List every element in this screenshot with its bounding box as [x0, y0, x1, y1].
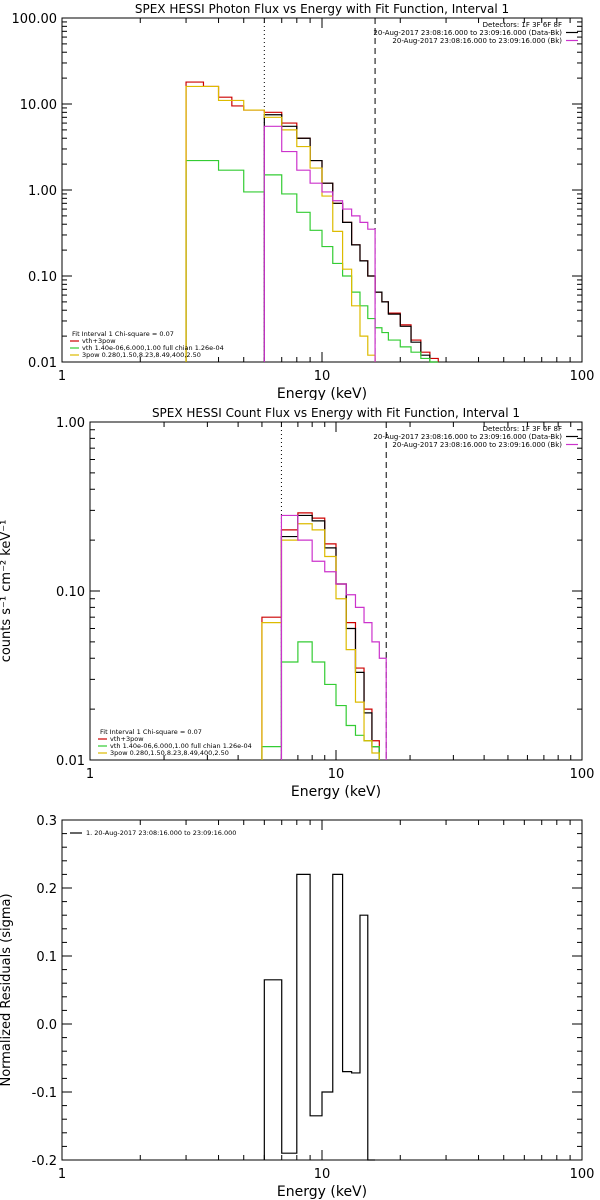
y-tick-label: -0.2: [32, 1154, 57, 1169]
legend-entry: Fit Interval 1 Chi-square = 0.07: [72, 330, 174, 338]
series-4-step-line: [280, 514, 387, 760]
detectors-label: Detectors: 1F 3F 6F 8F: [483, 425, 562, 433]
x-tick-label: 10: [314, 1167, 331, 1182]
series-1-step-line: [263, 114, 439, 363]
x-tick-label: 100: [570, 369, 595, 384]
residuals-chart: 1 10 100 -0.2 -0.1 0.0 0.1 0.2 0.3 Energy (keV) No…: [0, 814, 595, 1200]
y-tick-label: -0.1: [32, 1086, 57, 1101]
photon-flux-panel: SPEX HESSI Photon Flux vs Energy with Fi…: [0, 0, 600, 400]
legend-entry: vth+3pow: [82, 337, 116, 345]
series-0-step-line: [263, 873, 376, 1161]
y-tick-label: 0.3: [36, 814, 57, 829]
y-tick-label: 0.0: [36, 1018, 57, 1033]
detectors-label: Detectors: 1F 3F 6F 8F: [483, 21, 562, 29]
series-3-step-line: [185, 85, 376, 362]
x-tick-label: 100: [570, 1167, 595, 1182]
y-tick-label: 0.01: [28, 356, 57, 371]
header-line-text: 20-Aug-2017 23:08:16.000 to 23:09:16.000…: [392, 37, 562, 45]
series-3-step-line: [261, 523, 380, 760]
y-tick-label: 100.00: [12, 12, 58, 27]
y-tick-label: 0.1: [36, 950, 57, 965]
chart-title: SPEX HESSI Photon Flux vs Energy with Fi…: [135, 2, 509, 16]
y-tick-label: 10.00: [20, 98, 57, 113]
x-axis-label: Energy (keV): [277, 1184, 367, 1200]
x-tick-label: 10: [314, 369, 331, 384]
x-axis-label: Energy (keV): [291, 784, 381, 800]
chart-title: SPEX HESSI Count Flux vs Energy with Fit…: [152, 406, 520, 420]
legend-entry: Fit Interval 1 Chi-square = 0.07: [100, 728, 202, 736]
y-tick-label: 1.00: [28, 184, 57, 199]
photon-flux-chart: SPEX HESSI Photon Flux vs Energy with Fi…: [12, 2, 595, 400]
y-axis-label: Normalized Residuals (sigma): [0, 893, 14, 1086]
header-line-text: 20-Aug-2017 23:08:16.000 to 23:09:16.000…: [373, 29, 562, 37]
header-line-text: 20-Aug-2017 23:08:16.000 to 23:09:16.000…: [373, 433, 562, 441]
x-tick-label: 10: [328, 767, 345, 782]
legend-entry: 3pow 0.280,1.50,8.23,8.49,400,2.50: [110, 749, 229, 757]
y-axis-label: counts s⁻¹ cm⁻² keV⁻¹: [0, 520, 14, 663]
series-2-step-line: [261, 641, 380, 760]
x-tick-label: 100: [570, 767, 595, 782]
y-tick-label: 0.10: [28, 270, 57, 285]
count-flux-panel: SPEX HESSI Count Flux vs Energy with Fit…: [0, 400, 600, 800]
y-tick-label: 0.01: [56, 754, 85, 769]
series-4-step-line: [263, 125, 376, 362]
count-flux-chart: SPEX HESSI Count Flux vs Energy with Fit…: [0, 406, 595, 800]
legend-entry: vth+3pow: [110, 735, 144, 743]
series-0-step-line: [261, 512, 380, 760]
x-tick-label: 1: [58, 369, 66, 384]
series-2-step-line: [185, 159, 439, 363]
series-1-step-line: [280, 514, 380, 760]
legend-entry: 3pow 0.280,1.50,8.23,8.49,400,2.50: [82, 351, 201, 359]
y-tick-label: 0.2: [36, 882, 57, 897]
legend-entry: vth 1.40e-06,6.000,1.00 full chian 1.26e…: [82, 344, 224, 352]
x-axis-label: Energy (keV): [277, 386, 367, 400]
y-tick-label: 1.00: [56, 416, 85, 431]
y-tick-label: 0.10: [56, 585, 85, 600]
x-tick-label: 1: [58, 1167, 66, 1182]
legend-entry: vth 1.40e-06,6.000,1.00 full chian 1.26e…: [110, 742, 252, 750]
header-line-text: 20-Aug-2017 23:08:16.000 to 23:09:16.000…: [392, 441, 562, 449]
legend-entry: 1. 20-Aug-2017 23:08:16.000 to 23:09:16.…: [86, 829, 236, 837]
residuals-panel: 1 10 100 -0.2 -0.1 0.0 0.1 0.2 0.3 Energy (keV) No…: [0, 800, 600, 1200]
x-tick-label: 1: [86, 767, 94, 782]
